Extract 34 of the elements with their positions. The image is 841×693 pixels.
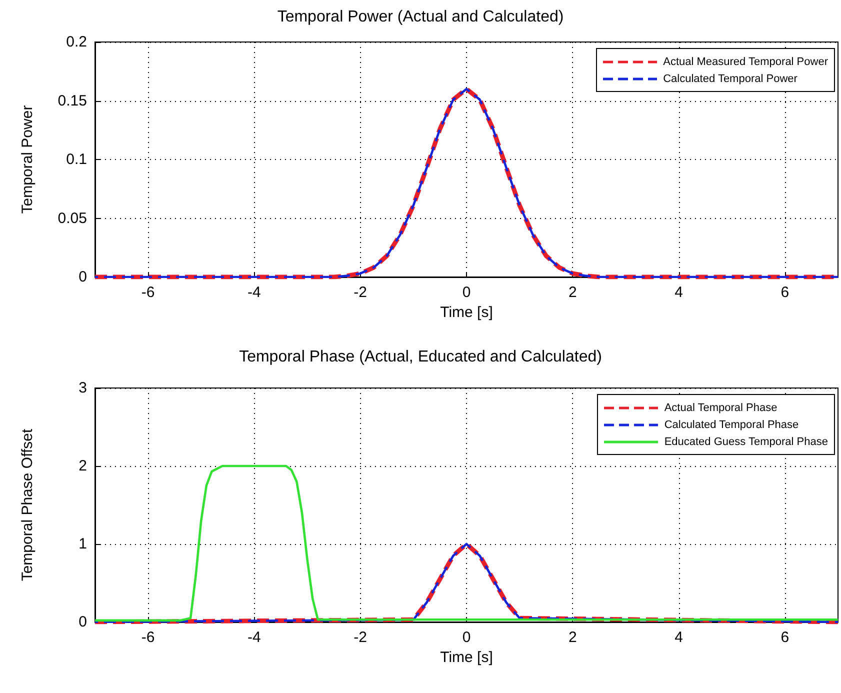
y-tick-label: 0.05 <box>58 210 87 227</box>
legend-label: Educated Guess Temporal Phase <box>664 436 828 448</box>
x-tick-label: -6 <box>141 629 155 646</box>
x-tick-label: 6 <box>780 629 790 646</box>
x-axis-title: Time [s] <box>440 304 493 321</box>
x-tick-label: 2 <box>568 629 577 646</box>
y-tick-label: 0 <box>78 268 87 286</box>
legend-label: Calculated Temporal Phase <box>664 418 799 430</box>
legend-label: Actual Measured Temporal Power <box>663 56 828 68</box>
y-tick-label: 2 <box>78 458 87 474</box>
chart-title: Temporal Power (Actual and Calculated) <box>277 8 564 26</box>
y-tick-label: 1 <box>78 536 87 552</box>
y-tick-label: 3 <box>78 380 87 396</box>
x-tick-label: -2 <box>354 629 368 646</box>
y-tick-label: 0.15 <box>58 92 87 110</box>
x-tick-label: -4 <box>248 284 261 301</box>
x-tick-label: 0 <box>462 629 471 646</box>
x-tick-label: 2 <box>568 284 577 301</box>
x-tick-label: 4 <box>674 284 683 301</box>
x-tick-label: 0 <box>462 284 471 301</box>
legend-label: Actual Temporal Phase <box>664 402 778 414</box>
x-tick-label: 6 <box>780 284 790 301</box>
y-tick-label: 0.1 <box>66 151 87 168</box>
x-tick-label: 4 <box>674 629 683 646</box>
y-axis-title: Temporal Power <box>19 105 36 214</box>
x-tick-label: -4 <box>248 629 261 646</box>
x-axis-title: Time [s] <box>440 649 493 666</box>
y-tick-label: 0 <box>78 614 87 630</box>
legend-label: Calculated Temporal Power <box>663 72 798 84</box>
y-axis-title: Temporal Phase Offset <box>19 428 36 582</box>
x-tick-label: -6 <box>141 284 155 301</box>
x-tick-label: -2 <box>354 284 368 301</box>
chart-title: Temporal Phase (Actual, Educated and Calculated) <box>239 348 602 366</box>
y-tick-label: 0.2 <box>66 34 87 50</box>
